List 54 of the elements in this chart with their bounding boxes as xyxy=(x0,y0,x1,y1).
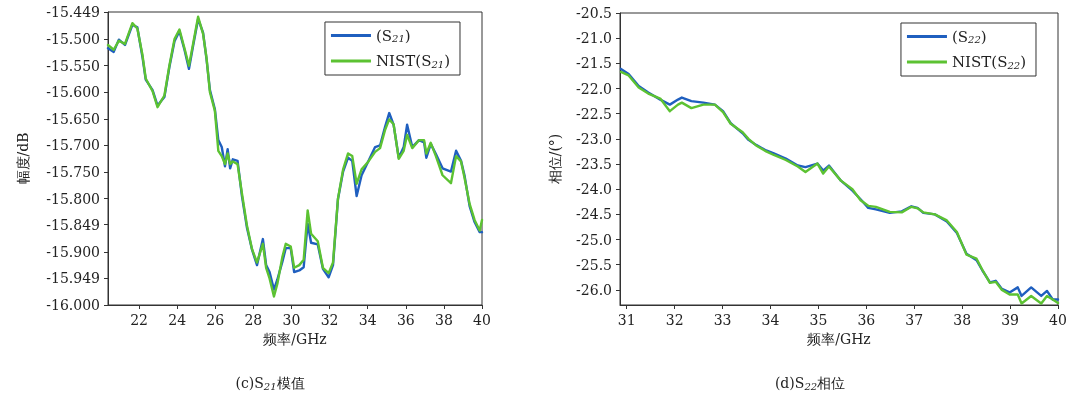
y-tick-label: -21.5 xyxy=(576,55,612,72)
y-tick-label: -15.700 xyxy=(46,137,100,154)
x-tick-label: 40 xyxy=(473,312,491,328)
x-tick-label: 33 xyxy=(713,312,732,328)
x-tick-label: 30 xyxy=(282,312,301,328)
y-tick-label: -23.5 xyxy=(576,156,612,173)
y-tick-label: -20.5 xyxy=(576,5,612,21)
y-tick-label: -15.449 xyxy=(46,4,100,20)
x-tick-label: 38 xyxy=(434,312,453,328)
text: (c)S21模值 xyxy=(235,375,305,392)
y-tick-label: -15.500 xyxy=(46,31,100,48)
y-tick-label: -15.900 xyxy=(46,243,100,260)
y-tick-label: -22.0 xyxy=(576,80,612,97)
y-tick-label: -15.800 xyxy=(46,190,100,207)
x-tick-label: 26 xyxy=(206,312,225,328)
x-tick-label: 28 xyxy=(244,312,263,328)
x-tick-label: 36 xyxy=(396,312,415,328)
text: (d)S22相位 xyxy=(774,375,846,392)
x-tick-label: 31 xyxy=(617,312,636,328)
x-tick-label: 35 xyxy=(809,312,828,328)
y-axis-title: 幅度/dB xyxy=(15,132,31,185)
x-tick-label: 38 xyxy=(953,312,972,328)
x-tick-label: 32 xyxy=(320,312,339,328)
y-axis-title: 相位/(°) xyxy=(547,133,563,185)
x-tick-label: 24 xyxy=(168,312,187,328)
y-tick-label: -25.5 xyxy=(576,256,612,273)
y-tick-label: -15.600 xyxy=(46,84,100,101)
x-tick-label: 34 xyxy=(761,312,780,328)
y-tick-label: -22.5 xyxy=(576,105,612,122)
x-tick-label: 36 xyxy=(857,312,876,328)
y-tick-label: -15.849 xyxy=(46,216,100,233)
legend-label: (S21) xyxy=(375,26,411,45)
x-tick-label: 40 xyxy=(1049,312,1067,328)
y-tick-label: -23.0 xyxy=(576,130,612,147)
y-tick-label: -15.949 xyxy=(46,269,100,286)
x-tick-label: 34 xyxy=(358,312,377,328)
y-tick-label: -16.000 xyxy=(46,297,100,313)
y-tick-label: -24.0 xyxy=(576,181,612,198)
y-tick-label: -24.5 xyxy=(576,206,612,223)
x-axis-title: 频率/GHz xyxy=(263,330,327,347)
x-tick-label: 39 xyxy=(1001,312,1019,328)
y-tick-label: -21.0 xyxy=(576,30,612,47)
x-tick-label: 22 xyxy=(130,312,148,328)
x-tick-label: 32 xyxy=(665,312,684,328)
x-tick-label: 37 xyxy=(905,312,924,328)
legend-label: (S22) xyxy=(951,27,987,46)
x-axis-title: 频率/GHz xyxy=(807,330,871,347)
y-tick-label: -15.750 xyxy=(46,164,100,181)
y-tick-label: -26.0 xyxy=(576,281,612,298)
legend-label: NIST(S21) xyxy=(375,52,451,70)
y-tick-label: -25.0 xyxy=(576,231,612,248)
y-tick-label: -15.550 xyxy=(46,57,100,74)
y-tick-label: -15.650 xyxy=(46,110,100,127)
legend-label: NIST(S22) xyxy=(951,53,1027,71)
